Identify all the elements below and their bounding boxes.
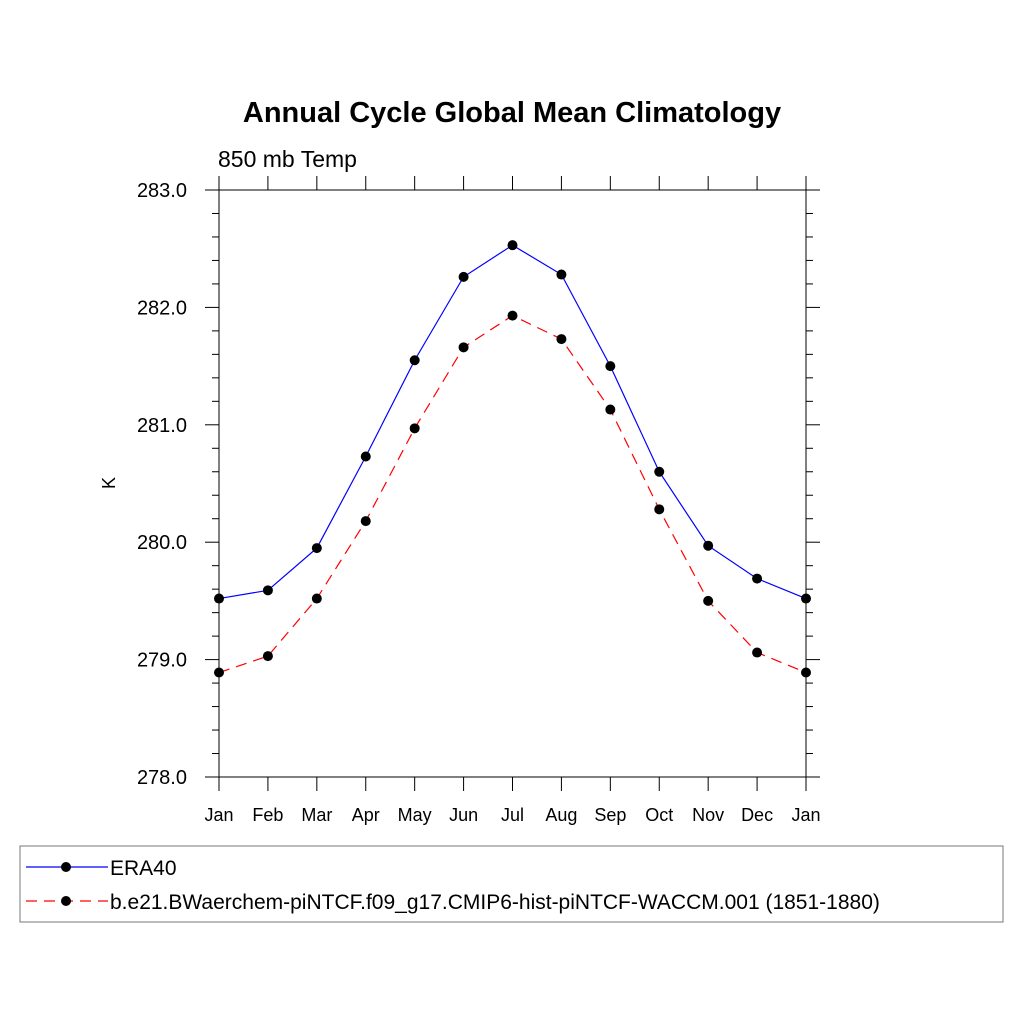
series-1-point bbox=[262, 651, 273, 662]
series-1-point bbox=[214, 667, 224, 678]
x-tick-label: Oct bbox=[645, 805, 673, 825]
series-0-point bbox=[360, 451, 371, 462]
series-1-point bbox=[801, 667, 811, 678]
legend-label-1: b.e21.BWaerchem-piNTCF.f09_g17.CMIP6-his… bbox=[110, 891, 880, 914]
x-tick-label: May bbox=[398, 805, 432, 825]
legend: ERA40 b.e21.BWaerchem-piNTCF.f09_g17.CMIP… bbox=[19, 845, 1004, 923]
series-0-point bbox=[214, 593, 224, 604]
plot-area: 278.0 279.0 280.0 281.0 282.0 283.0 Jan Feb Mar A… bbox=[137, 176, 821, 825]
y-tick-label: 279.0 bbox=[137, 650, 187, 672]
series-1-point bbox=[311, 593, 322, 604]
series-0-point bbox=[752, 573, 763, 584]
series-0-point bbox=[262, 585, 273, 596]
plot-frame bbox=[218, 189, 807, 778]
series-1-point bbox=[556, 334, 567, 345]
series-0-point bbox=[605, 361, 616, 372]
x-tick-label: Mar bbox=[301, 805, 332, 825]
x-tick-label: Jan bbox=[204, 805, 233, 825]
series-1-point bbox=[409, 423, 420, 434]
series-0-point bbox=[556, 269, 567, 280]
series-1-point bbox=[703, 595, 714, 606]
series-0-point bbox=[409, 355, 420, 366]
legend-marker-0 bbox=[61, 862, 71, 872]
series-line-1 bbox=[218, 314, 807, 674]
series-0-point bbox=[654, 466, 665, 477]
series-1-point bbox=[752, 647, 763, 658]
series-1-point bbox=[507, 310, 518, 321]
series-1-point bbox=[360, 516, 371, 527]
series-line-0 bbox=[218, 244, 807, 600]
series-0-point bbox=[458, 271, 469, 282]
series-0-point bbox=[703, 540, 714, 551]
y-tick-label: 280.0 bbox=[137, 532, 187, 554]
y-tick-label: 282.0 bbox=[137, 297, 187, 319]
legend-label-0: ERA40 bbox=[110, 857, 177, 880]
chart-subtitle: 850 mb Temp bbox=[218, 146, 357, 172]
x-tick-label: Apr bbox=[352, 805, 380, 825]
series-1-point bbox=[654, 504, 665, 515]
x-tick-label: Jan bbox=[791, 805, 820, 825]
series-1-point bbox=[605, 404, 616, 415]
y-tick-label: 283.0 bbox=[137, 180, 187, 202]
x-tick-label: Feb bbox=[252, 805, 283, 825]
y-tick-label: 281.0 bbox=[137, 415, 187, 437]
legend-marker-1 bbox=[61, 896, 71, 906]
series-0-point bbox=[801, 593, 811, 604]
series-1-point bbox=[458, 342, 469, 353]
x-tick-label: Jun bbox=[449, 805, 478, 825]
chart-title: Annual Cycle Global Mean Climatology bbox=[243, 97, 781, 129]
legend-box bbox=[19, 845, 1004, 923]
x-tick-label: Dec bbox=[741, 805, 773, 825]
series-0-point bbox=[311, 543, 322, 554]
y-tick-label: 278.0 bbox=[137, 767, 187, 789]
x-tick-label: Aug bbox=[545, 805, 577, 825]
x-tick-label: Nov bbox=[692, 805, 724, 825]
series-0-point bbox=[507, 240, 518, 251]
x-tick-label: Sep bbox=[594, 805, 626, 825]
x-tick-label: Jul bbox=[501, 805, 524, 825]
y-axis-label: K bbox=[99, 477, 119, 489]
